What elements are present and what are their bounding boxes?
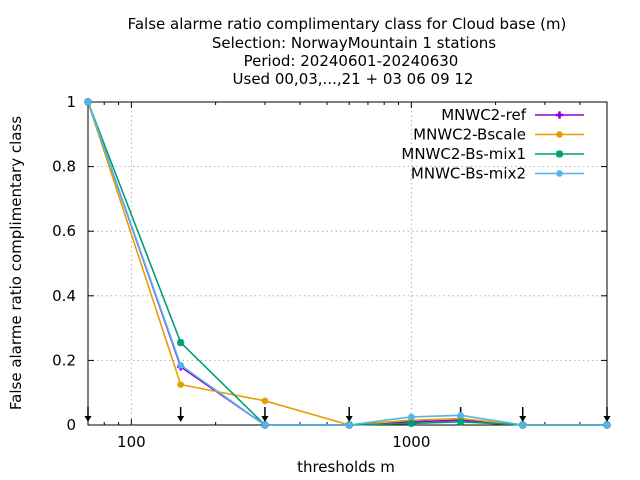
data-point: [408, 413, 415, 421]
series-line: [87, 101, 607, 426]
data-point: [345, 421, 353, 429]
x-tick-label: 1000: [392, 433, 430, 451]
legend-label: MNWC-Bs-mix2: [411, 165, 526, 183]
data-point: [457, 418, 465, 426]
legend-item-2: MNWC2-Bscale: [413, 126, 584, 144]
y-tick-label: 0.8: [52, 158, 76, 176]
legend-swatch-marker: [555, 111, 564, 119]
title-line-3: Period: 20240601-20240630: [244, 52, 459, 70]
data-point: [519, 421, 527, 429]
title-line-2: Selection: NorwayMountain 1 stations: [212, 34, 496, 52]
chart-title: False alarme ratio complimentary class f…: [128, 15, 567, 88]
series-line: [87, 101, 607, 426]
legend-item-4: MNWC-Bs-mix2: [411, 165, 584, 183]
series-1: [84, 98, 611, 429]
y-axis-label: False alarme ratio complimentary class: [7, 116, 25, 410]
data-point: [177, 381, 184, 388]
data-point: [177, 339, 185, 347]
legend-label: MNWC2-Bscale: [413, 126, 526, 144]
x-tick-label: 100: [117, 433, 146, 451]
data-point: [603, 421, 611, 429]
legend-item-3: MNWC2-Bs-mix1: [401, 145, 584, 163]
legend-item-1: MNWC2-ref: [441, 106, 584, 124]
legend-swatch-marker: [555, 150, 564, 158]
threshold-arrow: [84, 407, 92, 422]
y-tick-label: 1: [66, 93, 76, 111]
title-line-4: Used 00,03,...,21 + 03 06 09 12: [233, 70, 474, 88]
data-point: [177, 361, 184, 369]
y-tick-label: 0.6: [52, 222, 76, 240]
legend-swatch-marker: [556, 131, 563, 138]
threshold-arrow: [177, 407, 185, 422]
data-point: [457, 412, 464, 419]
threshold-arrow: [603, 407, 611, 422]
y-tick-label: 0.4: [52, 287, 76, 305]
data-point: [84, 98, 92, 106]
threshold-arrow: [261, 407, 269, 422]
plot-frame: [87, 101, 608, 426]
series-layer: [84, 98, 611, 429]
data-point: [261, 397, 269, 405]
title-line-1: False alarme ratio complimentary class f…: [128, 15, 567, 33]
legend-label: MNWC2-ref: [441, 106, 526, 124]
series-3: [84, 98, 611, 429]
legend-label: MNWC2-Bs-mix1: [401, 145, 526, 163]
y-tick-label: 0.2: [52, 351, 76, 369]
data-point: [407, 419, 415, 427]
legend-swatch-marker: [556, 170, 563, 177]
grid: [88, 102, 607, 425]
series-line: [87, 101, 607, 426]
series-line: [87, 101, 607, 426]
series-2: [84, 98, 611, 429]
threshold-markers: [84, 407, 611, 422]
threshold-arrow: [519, 407, 527, 422]
x-axis-label: thresholds m: [297, 458, 395, 476]
y-tick-label: 0: [66, 416, 76, 434]
data-point: [261, 421, 269, 429]
series-4: [84, 98, 611, 429]
threshold-arrow: [345, 407, 353, 422]
